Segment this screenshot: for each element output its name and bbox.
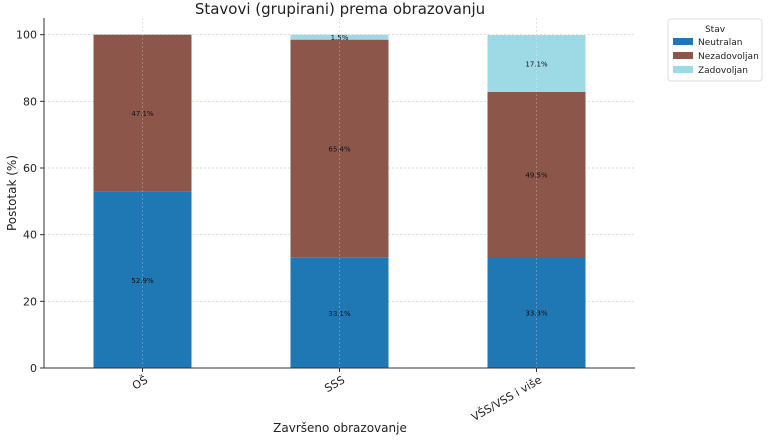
- data-label: 49.5%: [525, 172, 548, 180]
- legend-swatch: [673, 66, 693, 73]
- bar-segment-neutralan: [290, 257, 389, 368]
- y-axis-label: Postotak (%): [5, 155, 19, 231]
- legend-entry: Nezadovoljan: [698, 52, 759, 62]
- y-tick-label: 60: [23, 162, 37, 175]
- data-label: 52.9%: [131, 277, 154, 285]
- y-tick-label: 80: [23, 95, 37, 108]
- data-label: 1.5%: [331, 34, 349, 42]
- legend-swatch: [673, 38, 693, 45]
- legend-swatch: [673, 52, 693, 59]
- data-label: 33.3%: [525, 310, 548, 318]
- x-tick-label: VŠS/VSS i više: [469, 373, 544, 424]
- bar-segment-nezadovoljan: [93, 34, 192, 192]
- legend-entry: Neutralan: [698, 38, 742, 48]
- data-label: 47.1%: [131, 110, 154, 118]
- data-label: 65.4%: [328, 146, 351, 154]
- bar-segment-zadovoljan: [290, 34, 389, 40]
- y-tick-label: 100: [16, 29, 37, 42]
- legend-box: [667, 18, 763, 82]
- bar-segment-nezadovoljan: [487, 92, 586, 257]
- x-tick-label: OŠ: [130, 373, 150, 392]
- y-tick-label: 40: [23, 229, 37, 242]
- chart-title: Stavovi (grupirani) prema obrazovanju: [195, 0, 485, 18]
- bar-segment-neutralan: [487, 257, 586, 368]
- x-axis-label: Završeno obrazovanje: [273, 421, 407, 435]
- data-label: 33.1%: [328, 310, 351, 318]
- y-tick-label: 0: [30, 362, 37, 375]
- data-label: 17.1%: [525, 61, 548, 69]
- y-tick-label: 20: [23, 295, 37, 308]
- x-tick-label: SSS: [322, 373, 347, 395]
- bar-segment-nezadovoljan: [290, 39, 389, 258]
- legend-title: Stav: [705, 25, 726, 35]
- legend-entry: Zadovoljan: [698, 66, 748, 76]
- bar-segment-zadovoljan: [487, 35, 586, 92]
- bar-segment-neutralan: [93, 191, 192, 368]
- legend: Stav Neutralan Nezadovoljan Zadovoljan: [667, 18, 763, 82]
